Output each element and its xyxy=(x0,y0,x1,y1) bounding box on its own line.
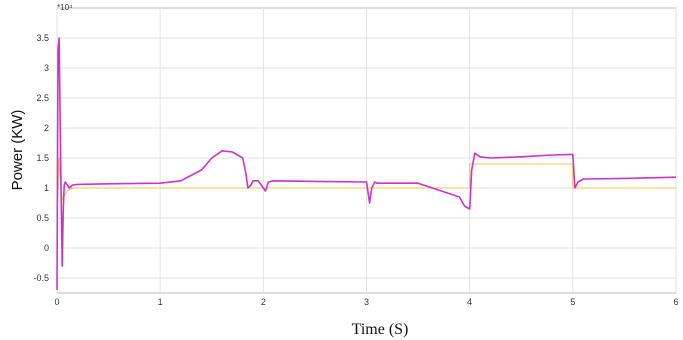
y-tick-label: 2 xyxy=(44,123,49,133)
y-tick-label: 3.5 xyxy=(36,33,49,43)
y-tick-label: -0.5 xyxy=(33,273,49,283)
x-axis-label: Time (S) xyxy=(352,321,409,338)
x-tick-label: 4 xyxy=(467,297,472,307)
y-tick-labels: -0.5 0 0.5 1 1.5 2 2.5 3 3.5 xyxy=(33,33,49,283)
x-tick-label: 2 xyxy=(261,297,266,307)
y-tick-label: 2.5 xyxy=(36,93,49,103)
y-tick-label: 1.5 xyxy=(36,153,49,163)
x-tick-label: 5 xyxy=(570,297,575,307)
y-axis-label: Power (KW) xyxy=(9,110,26,191)
x-tick-label: 3 xyxy=(364,297,369,307)
x-tick-label: 6 xyxy=(673,297,678,307)
series-line-2 xyxy=(56,37,677,291)
y-tick-label: 0 xyxy=(44,243,49,253)
x-tick-label: 0 xyxy=(54,297,59,307)
x-tick-label: 1 xyxy=(158,297,163,307)
y-tick-label: 1 xyxy=(44,183,49,193)
x-tick-labels: 0 1 2 3 4 5 6 xyxy=(54,297,678,307)
y-tick-label: 3 xyxy=(44,63,49,73)
series-group xyxy=(56,37,677,291)
y-multiplier: *10⁴ xyxy=(57,3,73,12)
y-tick-label: 0.5 xyxy=(36,213,49,223)
